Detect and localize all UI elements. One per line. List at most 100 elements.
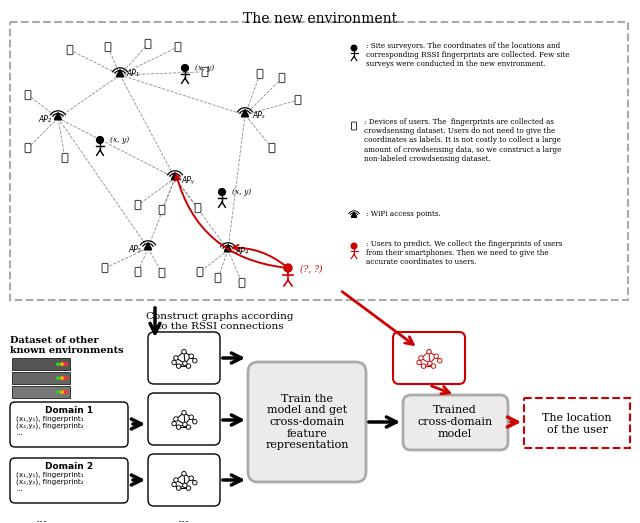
Circle shape [57,377,60,380]
Circle shape [182,361,187,366]
Polygon shape [54,112,61,120]
Circle shape [434,354,438,358]
Circle shape [438,358,442,363]
Circle shape [417,360,421,365]
Circle shape [186,364,191,368]
FancyBboxPatch shape [145,39,151,49]
Circle shape [172,360,177,365]
Bar [12,358,70,370]
FancyBboxPatch shape [197,267,203,277]
Text: Construct graphs according
to the RSSI connections: Construct graphs according to the RSSI c… [147,312,294,332]
Circle shape [182,65,188,72]
FancyBboxPatch shape [148,454,220,506]
Circle shape [97,137,104,143]
Circle shape [219,189,225,196]
Text: AP₄: AP₄ [235,247,248,256]
FancyBboxPatch shape [257,70,263,78]
Circle shape [182,349,186,354]
Polygon shape [116,70,124,77]
FancyBboxPatch shape [195,203,201,213]
Bar [524,398,630,448]
Circle shape [182,411,186,415]
FancyBboxPatch shape [295,95,301,105]
Polygon shape [351,212,356,217]
Text: Train the
model and get
cross-domain
feature
representation: Train the model and get cross-domain fea… [265,394,349,450]
Circle shape [57,391,60,393]
Circle shape [177,486,181,491]
Text: (x, y): (x, y) [110,136,129,144]
Text: Domain 2: Domain 2 [45,462,93,471]
Circle shape [351,243,357,249]
Circle shape [172,482,177,487]
FancyBboxPatch shape [239,278,245,288]
Circle shape [65,391,67,393]
FancyBboxPatch shape [135,267,141,277]
Text: APₛ: APₛ [252,110,265,119]
Circle shape [189,476,193,481]
Circle shape [186,486,191,491]
FancyBboxPatch shape [159,206,165,214]
Text: Domain 1: Domain 1 [45,406,93,415]
Circle shape [182,471,186,476]
FancyBboxPatch shape [148,332,220,384]
FancyBboxPatch shape [279,73,285,83]
Bar [10,22,628,300]
Text: ...: ... [178,512,190,523]
FancyBboxPatch shape [62,153,68,163]
FancyBboxPatch shape [105,42,111,52]
Text: : Devices of users. The  fingerprints are collected as
crowdsensing dataset. Use: : Devices of users. The fingerprints are… [364,118,561,163]
FancyBboxPatch shape [175,42,181,52]
Circle shape [65,363,67,366]
Circle shape [182,422,187,427]
Circle shape [182,483,187,487]
Circle shape [428,361,432,366]
FancyBboxPatch shape [159,268,165,278]
Circle shape [431,364,436,368]
Text: : WiFi access points.: : WiFi access points. [366,210,441,218]
Text: AP₂: AP₂ [38,116,51,124]
Polygon shape [145,243,152,250]
Circle shape [427,349,431,354]
FancyBboxPatch shape [393,332,465,384]
Circle shape [61,377,63,380]
Text: : Site surveyors. The coordinates of the locations and
corresponding RSSI finger: : Site surveyors. The coordinates of the… [366,42,570,69]
Circle shape [173,417,178,421]
Polygon shape [172,173,179,180]
Text: : Users to predict. We collect the fingerprints of users
from their smartphones.: : Users to predict. We collect the finge… [366,240,563,266]
Circle shape [193,358,197,363]
FancyBboxPatch shape [269,143,275,153]
Text: APᵧ: APᵧ [181,176,194,185]
FancyBboxPatch shape [248,362,366,482]
FancyBboxPatch shape [25,90,31,99]
Circle shape [351,45,357,51]
Circle shape [177,425,181,429]
Text: The location
of the user: The location of the user [542,413,612,435]
Circle shape [189,354,193,358]
Circle shape [189,415,193,419]
Polygon shape [241,110,248,117]
Text: ...: ... [36,512,48,523]
Text: The new environment: The new environment [243,12,397,26]
Circle shape [284,264,292,272]
Circle shape [177,364,181,368]
Polygon shape [225,245,232,252]
Text: AP₁: AP₁ [126,69,139,77]
FancyBboxPatch shape [403,395,508,450]
Text: AP₅: AP₅ [128,245,141,255]
FancyBboxPatch shape [10,458,128,503]
Circle shape [65,377,67,380]
Circle shape [57,363,60,366]
Circle shape [193,481,197,485]
Text: (x₁,y₁), fingerprint₁
(x₂,y₂), fingerprint₂
...: (x₁,y₁), fingerprint₁ (x₂,y₂), fingerpri… [16,471,84,492]
FancyBboxPatch shape [10,402,128,447]
FancyBboxPatch shape [25,143,31,153]
Text: (x₁,y₁), fingerprint₁
(x₂,y₂), fingerprint₂
...: (x₁,y₁), fingerprint₁ (x₂,y₂), fingerpri… [16,415,84,436]
Bar [12,372,70,384]
Text: (x, y): (x, y) [195,64,214,72]
Circle shape [172,421,177,426]
FancyBboxPatch shape [102,264,108,272]
FancyBboxPatch shape [148,393,220,445]
Circle shape [421,364,426,368]
Text: (x, y): (x, y) [232,188,252,196]
Text: (?, ?): (?, ?) [300,265,323,274]
